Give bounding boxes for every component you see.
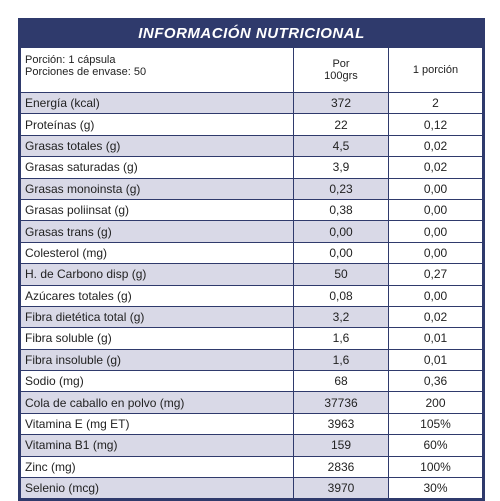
table-row: Grasas saturadas (g) 3,9 0,02 <box>20 156 483 179</box>
value-portion: 0,01 <box>388 348 483 372</box>
nutrient-name: Selenio (mcg) <box>20 477 294 500</box>
table-row: Proteínas (g) 22 0,12 <box>20 113 483 136</box>
value-100g: 1,6 <box>293 348 389 372</box>
table-row: Vitamina B1 (mg) 159 60% <box>20 434 483 457</box>
value-100g: 3963 <box>293 412 389 436</box>
table-row: Energía (kcal) 372 2 <box>20 91 483 115</box>
nutrient-name: Colesterol (mg) <box>20 241 294 265</box>
value-portion: 60% <box>388 434 483 457</box>
value-100g: 68 <box>293 370 389 393</box>
nutrient-name: Fibra soluble (g) <box>20 327 294 350</box>
value-portion: 105% <box>388 412 483 436</box>
value-portion: 0,00 <box>388 241 483 265</box>
value-portion: 0,00 <box>388 198 483 222</box>
nutrition-table: INFORMACIÓN NUTRICIONAL Porción: 1 cápsu… <box>18 18 485 501</box>
table-row: Grasas monoinsta (g) 0,23 0,00 <box>20 177 483 200</box>
value-100g: 3,2 <box>293 305 389 329</box>
value-100g: 37736 <box>293 391 389 414</box>
table-row: Colesterol (mg) 0,00 0,00 <box>20 241 483 265</box>
col-header: 1 porción <box>388 47 483 93</box>
table-row: Vitamina E (mg ET) 3963 105% <box>20 412 483 436</box>
table-row: Cola de caballo en polvo (mg) 37736 200 <box>20 391 483 414</box>
nutrient-name: Grasas totales (g) <box>20 134 294 158</box>
value-portion: 200 <box>388 391 483 414</box>
nutrient-name: H. de Carbono disp (g) <box>20 263 294 286</box>
table-row: Sodio (mg) 68 0,36 <box>20 370 483 393</box>
nutrient-name: Grasas trans (g) <box>20 220 294 243</box>
nutrient-name: Grasas saturadas (g) <box>20 156 294 179</box>
nutrient-name: Zinc (mg) <box>20 455 294 479</box>
nutrient-name: Cola de caballo en polvo (mg) <box>20 391 294 414</box>
value-100g: 0,00 <box>293 241 389 265</box>
table: Porción: 1 cápsula Porciones de envase: … <box>20 47 483 500</box>
value-100g: 3,9 <box>293 156 389 179</box>
col-header-text: Por <box>332 58 350 70</box>
value-100g: 2836 <box>293 455 389 479</box>
nutrient-name: Grasas monoinsta (g) <box>20 177 294 200</box>
nutrient-name: Azúcares totales (g) <box>20 284 294 307</box>
value-portion: 0,27 <box>388 263 483 286</box>
value-portion: 0,01 <box>388 327 483 350</box>
table-row: Grasas totales (g) 4,5 0,02 <box>20 134 483 158</box>
value-100g: 372 <box>293 91 389 115</box>
value-portion: 0,00 <box>388 177 483 200</box>
nutrient-name: Proteínas (g) <box>20 113 294 136</box>
value-portion: 0,00 <box>388 284 483 307</box>
table-row: Selenio (mcg) 3970 30% <box>20 477 483 500</box>
table-body: Porción: 1 cápsula Porciones de envase: … <box>20 47 483 500</box>
nutrient-name: Vitamina E (mg ET) <box>20 412 294 436</box>
value-portion: 2 <box>388 91 483 115</box>
nutrient-name: Fibra insoluble (g) <box>20 348 294 372</box>
header-row: Porción: 1 cápsula Porciones de envase: … <box>20 47 483 93</box>
table-row: Grasas trans (g) 0,00 0,00 <box>20 220 483 243</box>
nutrient-name: Vitamina B1 (mg) <box>20 434 294 457</box>
value-100g: 0,00 <box>293 220 389 243</box>
nutrient-name: Sodio (mg) <box>20 370 294 393</box>
value-portion: 0,00 <box>388 220 483 243</box>
value-100g: 0,38 <box>293 198 389 222</box>
value-100g: 1,6 <box>293 327 389 350</box>
value-portion: 0,12 <box>388 113 483 136</box>
col-header-text: 100grs <box>324 70 358 82</box>
value-portion: 0,36 <box>388 370 483 393</box>
portion-cell: Porción: 1 cápsula Porciones de envase: … <box>20 47 294 93</box>
table-row: H. de Carbono disp (g) 50 0,27 <box>20 263 483 286</box>
value-portion: 0,02 <box>388 305 483 329</box>
value-portion: 0,02 <box>388 134 483 158</box>
table-row: Grasas poliinsat (g) 0,38 0,00 <box>20 198 483 222</box>
value-portion: 0,02 <box>388 156 483 179</box>
value-100g: 22 <box>293 113 389 136</box>
table-row: Azúcares totales (g) 0,08 0,00 <box>20 284 483 307</box>
value-100g: 0,23 <box>293 177 389 200</box>
value-100g: 3970 <box>293 477 389 500</box>
table-row: Fibra soluble (g) 1,6 0,01 <box>20 327 483 350</box>
portion-text: Porciones de envase: 50 <box>25 66 147 78</box>
portion-text: Porción: 1 cápsula <box>25 54 116 66</box>
value-100g: 4,5 <box>293 134 389 158</box>
nutrient-name: Energía (kcal) <box>20 91 294 115</box>
value-100g: 0,08 <box>293 284 389 307</box>
table-row: Fibra insoluble (g) 1,6 0,01 <box>20 348 483 372</box>
nutrient-name: Fibra dietética total (g) <box>20 305 294 329</box>
nutrient-name: Grasas poliinsat (g) <box>20 198 294 222</box>
title: INFORMACIÓN NUTRICIONAL <box>20 20 483 47</box>
table-row: Fibra dietética total (g) 3,2 0,02 <box>20 305 483 329</box>
value-100g: 159 <box>293 434 389 457</box>
table-row: Zinc (mg) 2836 100% <box>20 455 483 479</box>
col-header: Por 100grs <box>293 47 389 93</box>
value-100g: 50 <box>293 263 389 286</box>
value-portion: 100% <box>388 455 483 479</box>
value-portion: 30% <box>388 477 483 500</box>
